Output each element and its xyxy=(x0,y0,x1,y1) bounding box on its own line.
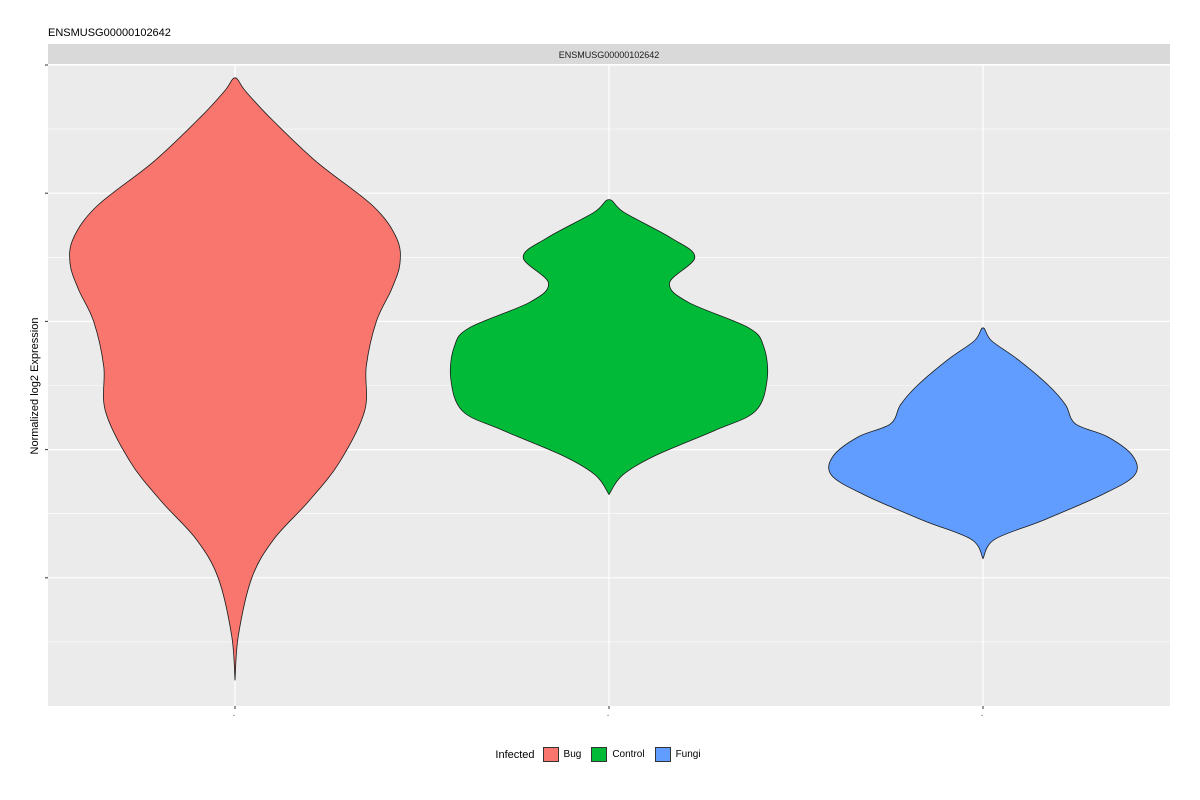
violins xyxy=(69,77,1138,681)
legend-item-control: Control xyxy=(591,747,645,762)
legend-key-fungi xyxy=(654,747,671,762)
y-axis xyxy=(45,64,48,579)
violin-bug xyxy=(69,77,401,681)
legend-label-bug: Bug xyxy=(563,749,582,760)
x-tick-label: - xyxy=(605,712,611,720)
facet-strip xyxy=(48,44,1170,64)
violin-fungi xyxy=(828,327,1138,560)
legend-label-fungi: Fungi xyxy=(675,749,701,760)
legend-item-bug: Bug xyxy=(542,747,582,762)
violin-control xyxy=(449,199,769,496)
x-tick-label: - xyxy=(979,712,985,720)
legend: Infected Bug Control Fungi xyxy=(0,747,1200,762)
legend-title: Infected xyxy=(495,748,535,761)
legend-key-control xyxy=(591,747,608,762)
plot-title: ENSMUSG00000102642 xyxy=(48,27,171,39)
y-axis-label: Normalized log2 Expression xyxy=(29,318,41,455)
x-tick-label: - xyxy=(231,712,237,720)
legend-key-bug xyxy=(542,747,559,762)
facet-label: ENSMUSG00000102642 xyxy=(559,50,660,60)
x-axis: --- xyxy=(231,706,986,720)
legend-item-fungi: Fungi xyxy=(654,747,701,762)
legend-label-control: Control xyxy=(612,749,645,760)
